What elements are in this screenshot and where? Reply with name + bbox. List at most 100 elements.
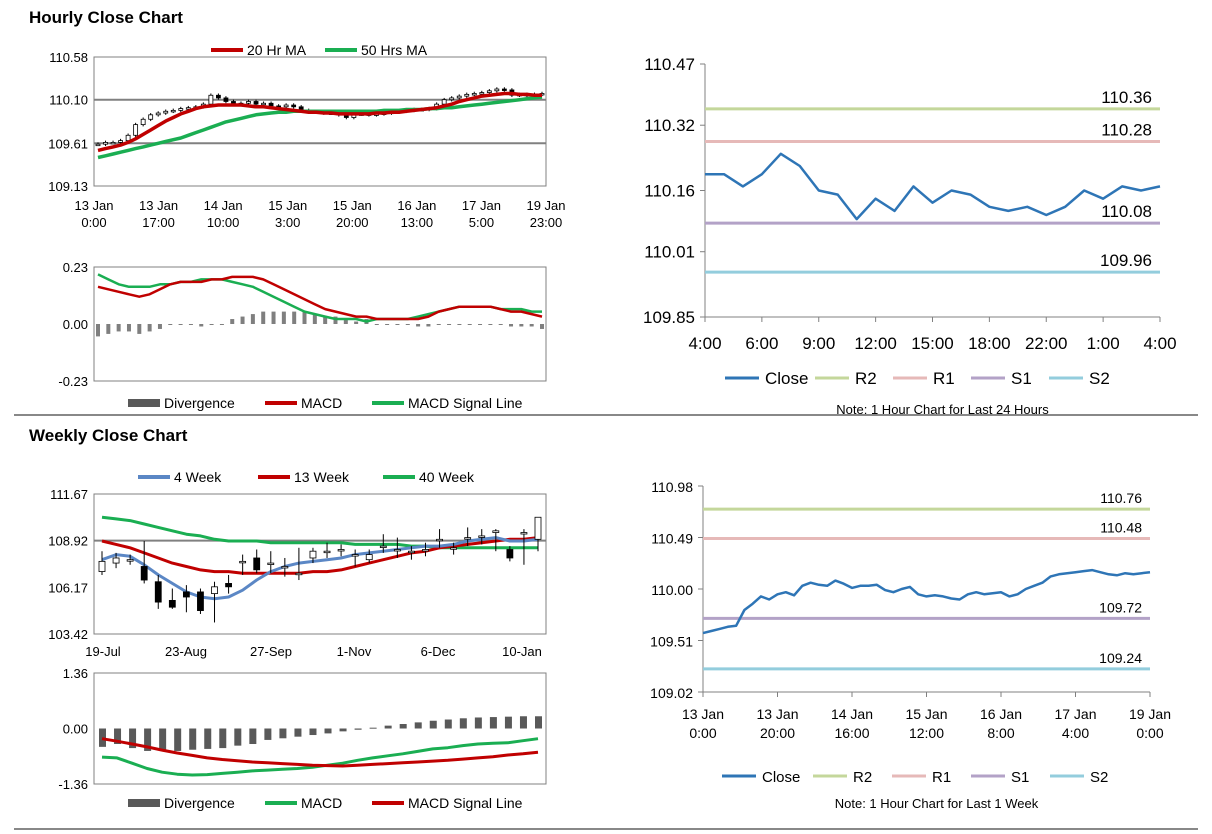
hourly-divergence-bar (292, 311, 297, 324)
hourly-divergence-bar (116, 324, 121, 332)
hourly-section-title: Hourly Close Chart (29, 8, 183, 27)
weekly-divergence-bar (519, 716, 527, 729)
hourly-divergence-bar (302, 311, 307, 324)
weekly-1w-y-tick: 109.02 (650, 685, 693, 701)
hourly-price-x-tick-time: 10:00 (207, 215, 240, 230)
hourly-24h-note: Note: 1 Hour Chart for Last 24 Hours (836, 402, 1049, 417)
weekly-macd-y-tick: 0.00 (63, 722, 88, 737)
weekly-1w-x-tick-time: 16:00 (834, 725, 869, 741)
weekly-divergence-bar (504, 716, 512, 729)
hourly-24h-legend-label: R2 (855, 369, 877, 388)
weekly-macd-chart: 1.36 0.00 -1.36 Divergence MACD MACD Signal L… (58, 666, 547, 811)
legend-20hr-ma-label: 20 Hr MA (247, 42, 307, 58)
hourly-macd-signal-line (97, 273, 542, 323)
weekly-1w-legend-label: Close (762, 769, 800, 786)
weekly-divergence-bar (414, 722, 422, 729)
hourly-candle (449, 97, 455, 101)
hourly-24h-x-tick: 12:00 (854, 334, 897, 353)
weekly-candle (225, 583, 232, 588)
weekly-1w-y-tick: 110.00 (651, 582, 693, 598)
weekly-1w-y-tick: 110.49 (651, 531, 693, 547)
hourly-candle (170, 109, 176, 113)
hourly-candle (486, 90, 492, 93)
weekly-divergence-bar (429, 720, 437, 729)
hourly-divergence-bar (540, 324, 544, 329)
weekly-price-chart: 111.67 108.92 106.17 103.42 19-Jul 23-Aug 27-S… (48, 469, 547, 659)
weekly-candle (98, 560, 106, 572)
weekly-legend-divergence-swatch (128, 799, 160, 807)
hourly-price-y-tick: 109.61 (48, 136, 88, 151)
weekly-divergence-bar (474, 717, 482, 729)
hourly-24h-x-tick: 6:00 (745, 334, 778, 353)
weekly-divergence-bar (324, 728, 332, 734)
weekly-price-x-tick: 27-Sep (250, 644, 292, 659)
hourly-divergence-bar (168, 324, 173, 325)
hourly-candle (456, 95, 462, 99)
weekly-1w-level-label: 109.72 (1099, 599, 1142, 615)
weekly-divergence-bar (174, 728, 182, 751)
weekly-1w-x-tick-date: 13 Jan (756, 706, 798, 722)
weekly-candle (112, 557, 120, 564)
hourly-divergence-bar (199, 324, 204, 327)
weekly-candle (295, 572, 303, 576)
weekly-price-y-tick: 108.92 (48, 534, 88, 549)
hourly-candle (155, 112, 161, 116)
weekly-1w-close-line (702, 568, 1151, 635)
weekly-ma13-line (101, 536, 539, 575)
hourly-ma20-line (97, 91, 542, 153)
weekly-1w-x-tick-time: 12:00 (909, 725, 944, 741)
hourly-24h-level-label: 110.28 (1101, 121, 1152, 140)
weekly-1w-x-tick-date: 16 Jan (980, 706, 1022, 722)
legend-50hrs-ma-label: 50 Hrs MA (361, 42, 428, 58)
hourly-divergence-bar (457, 324, 462, 325)
weekly-price-y-tick: 103.42 (48, 627, 88, 642)
hourly-divergence-bar (529, 324, 534, 327)
hourly-price-x-tick-time: 5:00 (469, 215, 494, 230)
hourly-candle (95, 143, 101, 147)
weekly-candle (408, 550, 415, 554)
section-divider (14, 414, 1198, 416)
weekly-1w-x-tick-time: 0:00 (689, 725, 716, 741)
hourly-price-x-tick-date: 16 Jan (397, 198, 436, 213)
hourly-24h-x-tick: 4:00 (688, 334, 721, 353)
hourly-divergence-bar (509, 324, 514, 327)
weekly-divergence-bar (339, 728, 347, 732)
weekly-price-y-tick: 111.67 (50, 487, 88, 502)
hourly-divergence-bar (147, 324, 152, 332)
hourly-candle (118, 140, 123, 143)
legend-13-week-label: 13 Week (294, 469, 350, 485)
weekly-ma4-line (101, 536, 539, 601)
weekly-legend-signal-label: MACD Signal Line (408, 795, 523, 811)
legend-4-week-label: 4 Week (174, 469, 222, 485)
hourly-divergence-bar (271, 311, 276, 324)
weekly-candle (478, 535, 486, 538)
hourly-candle (223, 97, 229, 102)
weekly-1w-level-label: 110.48 (1100, 520, 1142, 536)
weekly-1w-legend-label: S2 (1090, 769, 1108, 786)
weekly-divergence-bar (144, 728, 152, 751)
weekly-macd-y-tick: -1.36 (58, 777, 88, 792)
weekly-1w-x-tick-date: 19 Jan (1129, 706, 1171, 722)
weekly-candle (422, 549, 429, 552)
hourly-candle (501, 88, 507, 91)
hourly-legend-macd-label: MACD (301, 395, 342, 411)
weekly-1w-level-label: 110.76 (1100, 490, 1142, 506)
weekly-candle (436, 538, 443, 542)
hourly-divergence-bar (519, 324, 524, 327)
weekly-1w-chart: 110.98 110.49 110.00 109.51 109.02 110.76 110.… (650, 479, 1171, 811)
weekly-1w-note: Note: 1 Hour Chart for Last 1 Week (835, 796, 1039, 811)
hourly-24h-level-label: 110.36 (1101, 88, 1152, 107)
weekly-price-x-tick: 19-Jul (85, 644, 121, 659)
hourly-ma50-line (97, 95, 543, 160)
hourly-candle (140, 118, 146, 126)
weekly-candle (239, 560, 247, 564)
weekly-price-x-tick: 10-Jan (502, 644, 542, 659)
hourly-24h-x-tick: 18:00 (968, 334, 1011, 353)
weekly-divergence-bar (384, 725, 392, 729)
weekly-candle (450, 547, 458, 550)
weekly-candle (309, 550, 317, 559)
hourly-candle (479, 92, 485, 95)
weekly-macd-y-tick: 1.36 (63, 666, 88, 681)
weekly-price-plot-area (93, 493, 547, 635)
hourly-candle (133, 124, 139, 136)
